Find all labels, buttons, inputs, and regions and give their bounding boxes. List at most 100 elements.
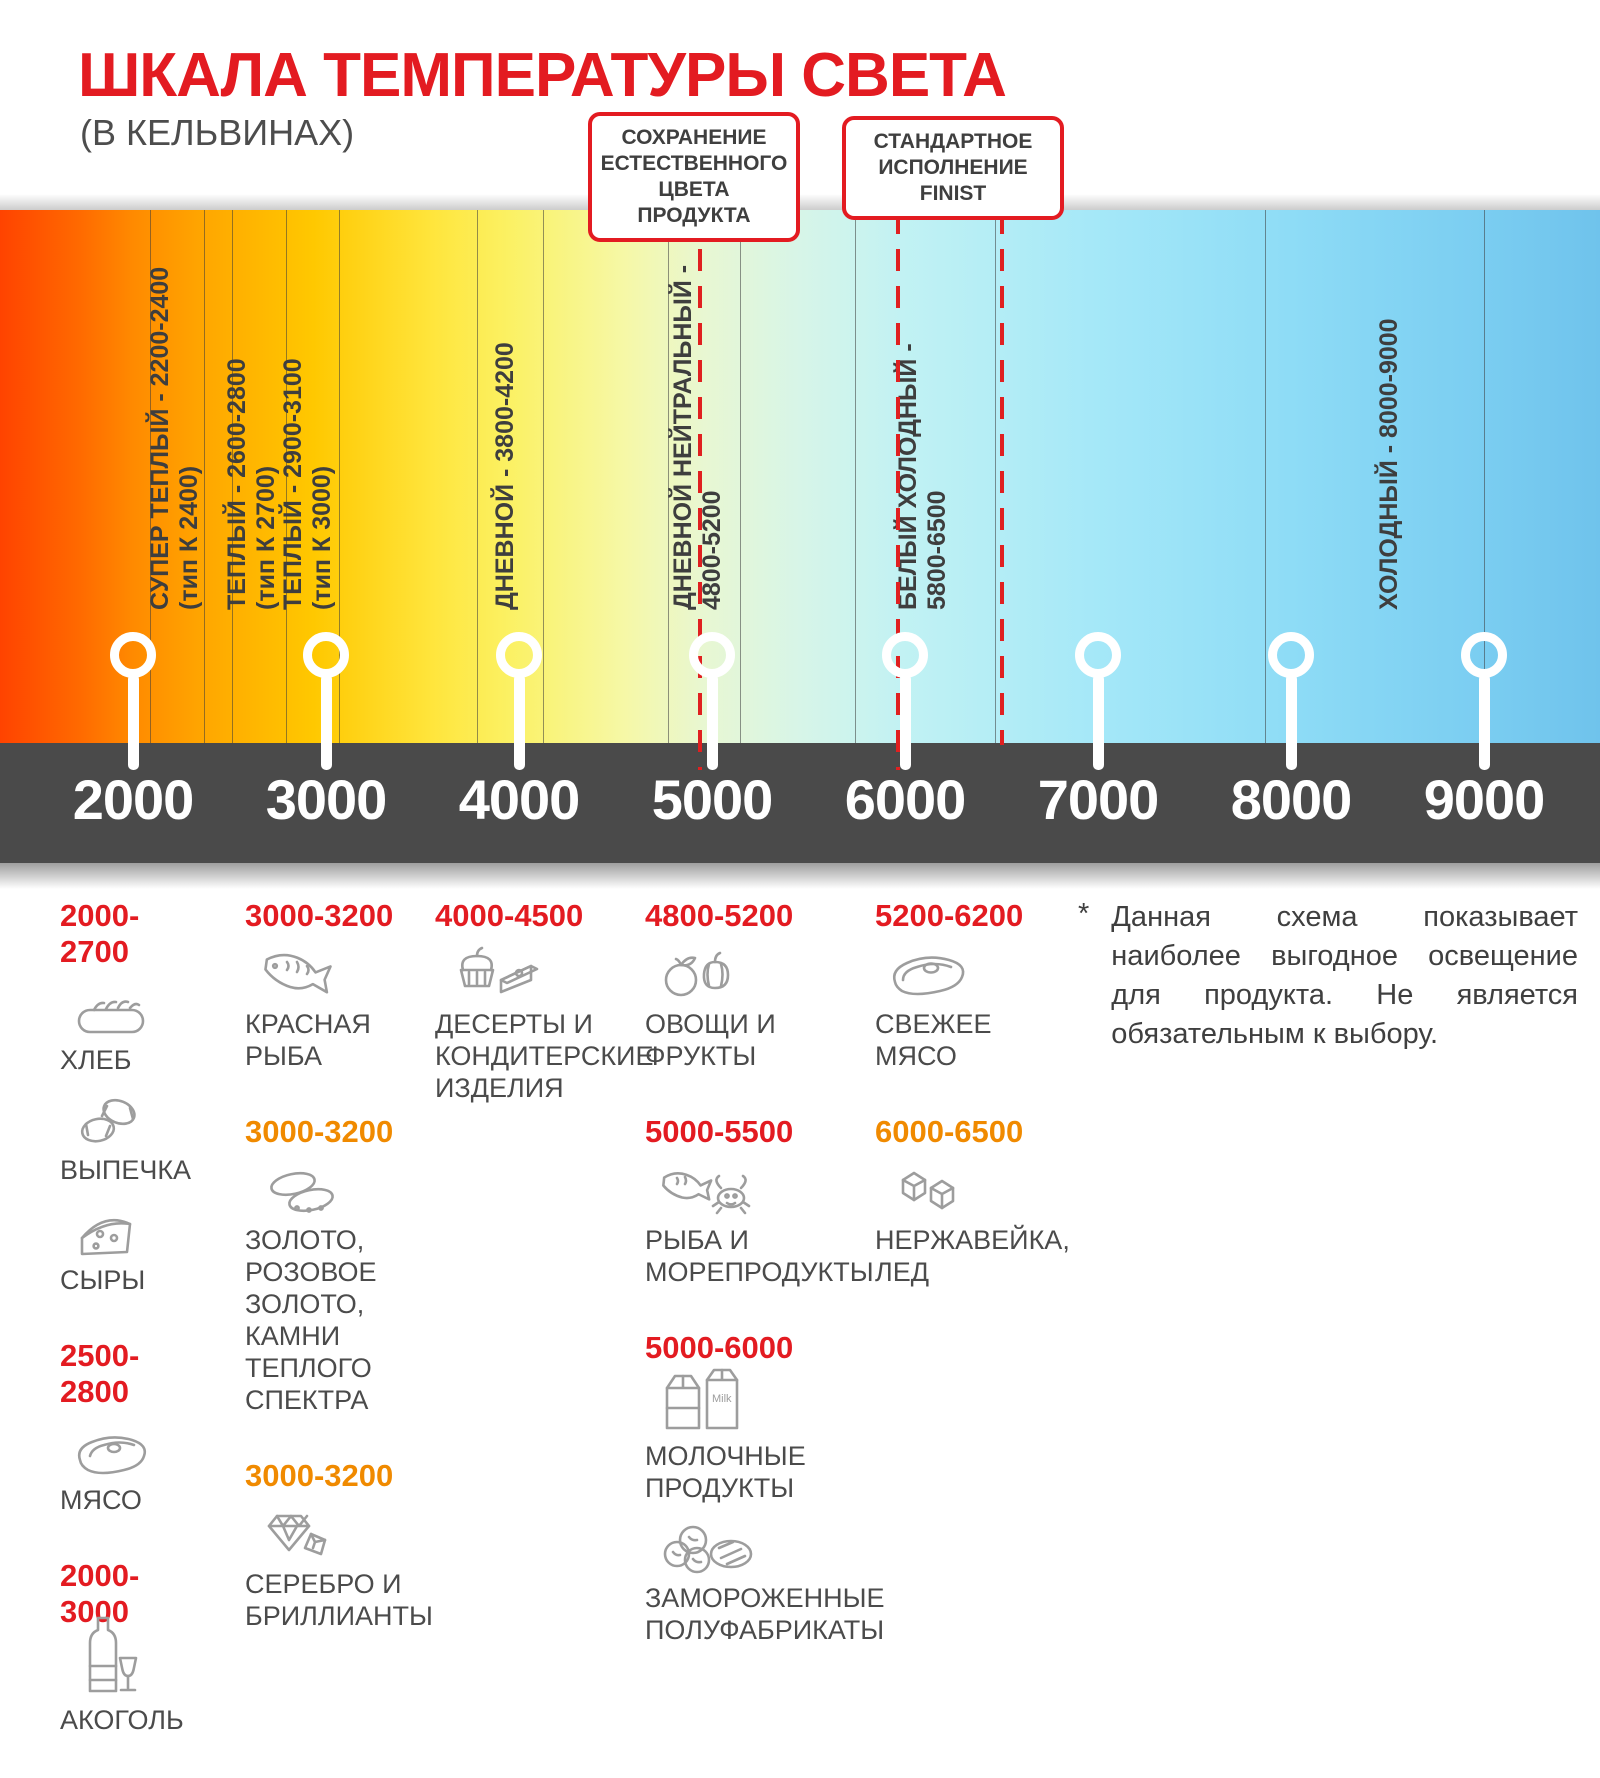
scale-marker-circle [110,632,156,678]
scale-marker-stem [513,674,525,770]
legend-item: СЫРЫ [60,1202,191,1296]
legend-range: 3000-3200 [245,1114,394,1149]
legend-range: 5000-6000 [645,1330,794,1365]
scale-marker-stem [320,674,332,770]
legend-item-label: ХЛЕБ [60,1045,132,1075]
legend-column: 4800-5200 ОВОЩИ И ФРУКТЫ 5000-5500 РЫБА И М… [645,898,884,1688]
legend-item: СЕРЕБРО И БРИЛЛИАНТЫ [245,1506,433,1632]
legend-block: 4000-4500 ДЕСЕРТЫ И КОНДИТЕРСКИЕ ИЗДЕЛИЯ [435,898,653,1104]
legend-item-label: ОВОЩИ И ФРУКТЫ [645,1009,776,1071]
scale-marker-stem [706,674,718,770]
legend-range: 2500-2800 [60,1338,140,1409]
scale-gridline [150,210,152,743]
legend-item-label: КРАСНАЯ РЫБА [245,1009,371,1071]
scale-gridline [232,210,234,743]
legend-item-label: РЫБА И МОРЕПРОДУКТЫ [645,1225,874,1287]
legend-item-label: ДЕСЕРТЫ И КОНДИТЕРСКИЕ ИЗДЕЛИЯ [435,1009,654,1103]
legend-column: 4000-4500 ДЕСЕРТЫ И КОНДИТЕРСКИЕ ИЗДЕЛИЯ [435,898,653,1146]
axis-tick-label: 4000 [458,768,581,831]
legend-block: 5200-6200 СВЕЖЕЕ МЯСО [875,898,1070,1072]
band-label: ХОЛОДНЫЙ - 8000-9000 [1374,318,1403,610]
legend-block: 2500-2800 МЯСО [60,1338,191,1516]
callout-natural-color: СОХРАНЕНИЕ ЕСТЕСТВЕННОГО ЦВЕТА ПРОДУКТА [588,112,800,242]
legend-item: ХЛЕБ [60,982,191,1076]
band-label: ДНЕВНОЙ - 3800-4200 [490,342,519,610]
legend-block: 6000-6500 НЕРЖАВЕЙКА, ЛЕД [875,1114,1070,1288]
legend-column: 2000-2700 ХЛЕБ ВЫПЕЧКА СЫРЫ 2500-2800 МЯСО 200… [60,898,191,1778]
legend-block: 3000-3200 СЕРЕБРО И БРИЛЛИАНТЫ [245,1458,433,1632]
legend-item-label: ВЫПЕЧКА [60,1155,192,1185]
axis-tick-label: 3000 [265,768,388,831]
legend-range: 5200-6200 [875,898,1024,933]
scale-gridline [1484,210,1485,743]
axis-tick-label: 2000 [72,768,195,831]
legend-range: 4000-4500 [435,898,584,933]
legend-block: 5000-5500 РЫБА И МОРЕПРОДУКТЫ [645,1114,884,1288]
scale-marker-stem [1092,674,1104,770]
scale-marker-circle [496,632,542,678]
fish-icon [259,946,433,1002]
scale-gridline [286,210,288,743]
rings-icon [259,1162,433,1218]
svg-text:Milk: Milk [712,1393,732,1405]
legend-item: ЗОЛОТО, РОЗОВОЕ ЗОЛОТО, КАМНИ ТЕПЛОГО СП… [245,1162,433,1416]
croissant-icon [74,1092,191,1148]
legend-item: ОВОЩИ И ФРУКТЫ [645,946,884,1072]
milk-icon: Milk [659,1368,884,1434]
legend-item: ВЫПЕЧКА [60,1092,191,1186]
legend-range: 6000-6500 [875,1114,1024,1149]
kelvin-axis-band [0,743,1600,863]
seafood-icon [659,1162,884,1218]
legend-range: 3000-3200 [245,898,394,933]
scale-gridline [204,210,206,743]
frozen-icon [659,1520,884,1576]
legend-item: ДЕСЕРТЫ И КОНДИТЕРСКИЕ ИЗДЕЛИЯ [435,946,653,1104]
legend-block: 5000-6000 Milk МОЛОЧНЫЕ ПРОДУКТЫ ЗАМОРОЖЕНН… [645,1330,884,1646]
scale-marker-stem [1478,674,1490,770]
steak-icon [889,946,1070,1002]
legend-block: 3000-3200 КРАСНАЯ РЫБА [245,898,433,1072]
legend-item: КРАСНАЯ РЫБА [245,946,433,1072]
band-label: ТЕПЛЫЙ - 2600-2800 (тип К 2700) [222,358,280,610]
ice-icon [889,1162,1070,1218]
scale-gridline [543,210,545,743]
alcohol-icon [74,1616,191,1698]
footnote: * Данная схема показывает наиболее выгод… [1078,898,1578,1054]
vegetables-icon [659,946,884,1002]
scale-gridline [854,210,856,743]
dashed-kelvin-line [698,212,703,770]
legend-item: Milk МОЛОЧНЫЕ ПРОДУКТЫ [645,1368,884,1504]
scale-marker-stem [899,674,911,770]
legend-item: АКОГОЛЬ [60,1616,191,1736]
legend-item-label: МОЛОЧНЫЕ ПРОДУКТЫ [645,1441,806,1503]
scale-gridline [739,210,741,743]
dashed-kelvin-line [999,212,1004,745]
legend-range: 2000-2700 [60,898,140,969]
legend-column: 3000-3200 КРАСНАЯ РЫБА 3000-3200 ЗОЛОТО, РО… [245,898,433,1674]
legend-item-label: СЕРЕБРО И БРИЛЛИАНТЫ [245,1569,433,1631]
legend-item-label: ЗОЛОТО, РОЗОВОЕ ЗОЛОТО, КАМНИ ТЕПЛОГО СП… [245,1225,377,1415]
bread-icon [74,982,191,1038]
callout-finist-standard: СТАНДАРТНОЕ ИСПОЛНЕНИЕ FINIST [842,116,1064,220]
axis-tick-label: 5000 [651,768,774,831]
legend-block: 3000-3200 ЗОЛОТО, РОЗОВОЕ ЗОЛОТО, КАМНИ Т… [245,1114,433,1416]
band-label: ТЕПЛЫЙ - 2900-3100 (тип К 3000) [278,358,336,610]
legend-item: СВЕЖЕЕ МЯСО [875,946,1070,1072]
axis-tick-label: 7000 [1037,768,1160,831]
footnote-asterisk: * [1078,898,1090,930]
legend-range: 5000-5500 [645,1114,794,1149]
legend-item-label: АКОГОЛЬ [60,1705,184,1735]
legend-block: 4800-5200 ОВОЩИ И ФРУКТЫ [645,898,884,1072]
footnote-text: Данная схема показывает наиболее выгодно… [1111,901,1578,1050]
cheese-icon [74,1202,191,1258]
desserts-icon [449,946,653,1002]
axis-tick-label: 9000 [1423,768,1546,831]
scale-gridline [1264,210,1266,743]
scale-gridline [994,210,996,743]
legend-block: 2000-3000 АКОГОЛЬ [60,1558,191,1736]
scale-gridline [338,210,340,743]
axis-shadow [0,863,1600,889]
legend-item: РЫБА И МОРЕПРОДУКТЫ [645,1162,884,1288]
legend-item-label: НЕРЖАВЕЙКА, ЛЕД [875,1225,1070,1287]
scale-marker-circle [1461,632,1507,678]
